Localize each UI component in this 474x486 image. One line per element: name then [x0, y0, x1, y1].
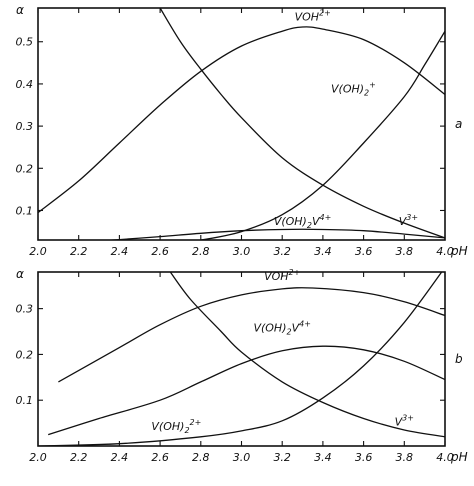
y-tick-label: 0.4 [16, 78, 34, 91]
series-label-superscript: 3+ [402, 413, 414, 422]
x-tick-label: 3.2 [273, 451, 291, 464]
series-label-subscript: 2 [307, 221, 312, 230]
x-tick-label: 3.4 [314, 245, 332, 258]
plot-frame [37, 7, 446, 241]
x-axis-label: pH [450, 450, 468, 464]
y-tick-label: 0.3 [16, 120, 34, 133]
panel-label: a [455, 117, 462, 131]
series-label-superscript: 2+ [289, 268, 301, 277]
series-label-text: V(OH) [151, 420, 184, 433]
series-label-V(OH)2V4+: V(OH)2V4+ [253, 320, 310, 337]
y-tick-label: 0.1 [16, 394, 34, 407]
panel-b: 2.0 2.2 2.4 2.6 2.8 3.0 3.2 3.4 3.6 3.8 4.0 0.1 0.2 0… [16, 267, 468, 464]
series-label-VOH2+: VOH2+ [295, 9, 331, 24]
series-label-VOH2+: VOH2+ [264, 268, 300, 283]
x-tick-label: 4.0 [436, 451, 454, 464]
x-tick-label: 2.4 [111, 451, 129, 464]
x-tick-label: 2.8 [192, 245, 210, 258]
series-label-suffix: V [312, 215, 321, 228]
x-tick-label: 3.6 [355, 245, 373, 258]
y-tick-label: 0.1 [16, 204, 34, 217]
x-tick-label: 2.8 [192, 451, 210, 464]
series-label-superscript: 3+ [406, 213, 418, 222]
x-tick-label: 2.2 [70, 245, 88, 258]
y-tick-label: 0.2 [16, 162, 34, 175]
series-label-V3+: V3+ [399, 213, 418, 228]
y-tick-label: 0.2 [16, 348, 34, 361]
x-tick-label: 3.8 [396, 245, 414, 258]
series-label-superscript: 4+ [299, 320, 311, 329]
series-label-text: VOH [295, 11, 319, 24]
series-label-superscript: 2+ [190, 418, 202, 427]
y-axis-label: α [16, 3, 24, 17]
x-tick-label: 2.4 [111, 245, 129, 258]
series-label-V(OH)22+: V(OH)22+ [151, 418, 201, 435]
series-label-text: V(OH) [253, 322, 286, 335]
series-label-text: V [399, 215, 408, 228]
series-label-text: V [395, 415, 404, 428]
series-line-V(OH)22+ [38, 272, 443, 446]
x-tick-label: 2.2 [70, 451, 88, 464]
x-tick-label: 3.2 [273, 245, 291, 258]
series-line-V3+ [159, 8, 445, 239]
panel-a: 2.0 2.2 2.4 2.6 2.8 3.0 3.2 3.4 3.6 3.8 4.0 0.1 0.2 0… [16, 3, 468, 258]
x-tick-label: 3.4 [314, 451, 332, 464]
x-tick-label: 2.0 [29, 245, 47, 258]
series-label-subscript: 2 [184, 426, 189, 435]
series-line-VOH2+ [58, 287, 445, 383]
x-tick-label: 3.6 [355, 451, 373, 464]
y-axis-label: α [16, 267, 24, 281]
x-tick-label: 3.0 [233, 451, 251, 464]
y-tick-label: 0.5 [16, 36, 34, 49]
series-label-superscript: 2+ [319, 9, 331, 18]
series-label-superscript: + [369, 80, 376, 89]
series-line-V(OH)2V4+ [102, 228, 445, 240]
series-line-V(OH)2V4+ [48, 345, 445, 436]
series-label-text: V(OH) [274, 215, 307, 228]
series-label-suffix: V [292, 322, 301, 335]
x-tick-label: 2.6 [151, 245, 169, 258]
series-label-subscript: 2 [287, 328, 292, 337]
x-tick-label: 4.0 [436, 245, 454, 258]
y-tick-label: 0.3 [16, 303, 34, 316]
series-label-subscript: 2 [364, 88, 369, 97]
x-axis-label: pH [450, 244, 468, 258]
series-label-V3+: V3+ [395, 413, 414, 428]
series-line-VOH2+ [38, 26, 445, 214]
series-label-V(OH)2+: V(OH)2+ [331, 80, 376, 97]
series-label-text: V(OH) [331, 82, 364, 95]
series-label-V(OH)2V4+: V(OH)2V4+ [274, 213, 331, 230]
series-line-V3+ [169, 272, 445, 438]
panel-label: b [455, 352, 463, 366]
x-tick-label: 3.0 [233, 245, 251, 258]
series-label-superscript: 4+ [319, 213, 331, 222]
x-tick-label: 2.6 [151, 451, 169, 464]
x-tick-label: 3.8 [396, 451, 414, 464]
series-line-V(OH)2+ [196, 30, 445, 240]
x-tick-label: 2.0 [29, 451, 47, 464]
series-label-text: VOH [264, 270, 288, 283]
